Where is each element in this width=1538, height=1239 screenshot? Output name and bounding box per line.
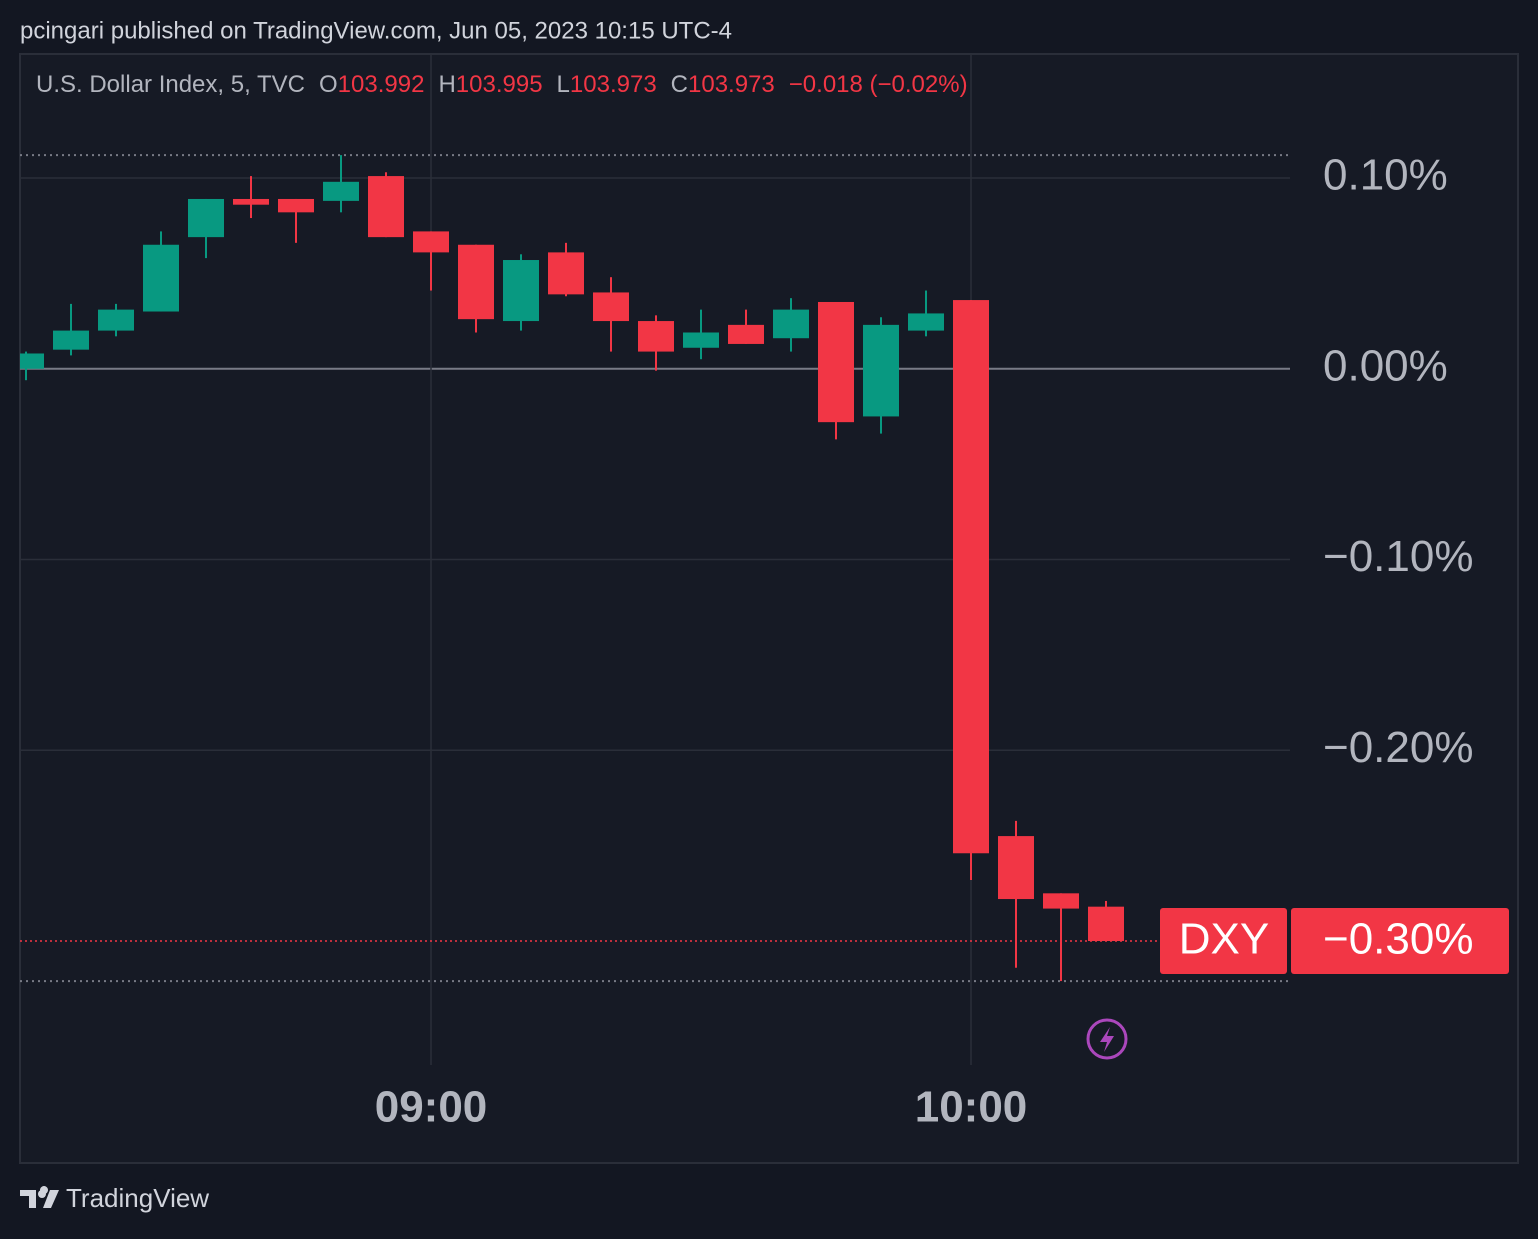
candle-body: [278, 198, 314, 213]
price-box: [1291, 908, 1509, 975]
candle-body: [728, 324, 764, 344]
event-icon: [1086, 1018, 1128, 1060]
legend-key: O: [319, 71, 338, 98]
legend-key: H: [438, 71, 455, 98]
legend-change: −0.018 (−0.02%): [789, 71, 968, 98]
legend-value: 103.995: [456, 71, 543, 98]
y-tick-label: 0.00%: [1323, 341, 1448, 390]
candle-body: [503, 260, 539, 322]
legend-key: L: [557, 71, 570, 98]
candle-body: [458, 244, 494, 320]
candle-body: [368, 176, 404, 238]
candle-body: [20, 353, 44, 369]
brand: TradingView: [20, 1183, 209, 1213]
candle-body: [908, 313, 944, 331]
symbol-box: [1160, 908, 1287, 975]
chart-title: pcingari published on TradingView.com, J…: [20, 17, 732, 44]
candle-body: [1088, 906, 1124, 942]
price-label: −0.30%: [1323, 915, 1473, 964]
candle-body: [863, 324, 899, 417]
candle-body: [323, 181, 359, 201]
candle-body: [593, 292, 629, 322]
candle-body: [233, 198, 269, 205]
candle-body: [188, 198, 224, 238]
candle-body: [53, 330, 89, 350]
candles: [20, 155, 1124, 982]
x-tick-label: 09:00: [375, 1083, 488, 1132]
candle-body: [143, 244, 179, 312]
legend-key: C: [671, 71, 688, 98]
candle-body: [548, 252, 584, 295]
legend-name: U.S. Dollar Index, 5, TVC: [36, 71, 305, 98]
candle-body: [638, 321, 674, 352]
y-tick-label: −0.20%: [1323, 723, 1473, 772]
candle-body: [98, 309, 134, 331]
y-tick-label: −0.10%: [1323, 532, 1473, 581]
x-tick-label: 10:00: [915, 1083, 1028, 1132]
symbol-label: DXY: [1179, 915, 1269, 964]
candle-body: [773, 309, 809, 339]
chart-panel: [19, 53, 1519, 1164]
candle-body: [683, 332, 719, 348]
brand-name: TradingView: [66, 1183, 209, 1213]
legend-value: 103.973: [570, 71, 657, 98]
candle-body: [1043, 893, 1079, 909]
y-tick-label: 0.10%: [1323, 151, 1448, 200]
legend-value: 103.973: [688, 71, 775, 98]
candle-body: [953, 300, 989, 854]
candle-body: [413, 231, 449, 253]
legend-value: 103.992: [338, 71, 425, 98]
candle-body: [998, 836, 1034, 900]
candle-body: [818, 301, 854, 423]
legend: U.S. Dollar Index, 5, TVC O103.992 H103.99…: [36, 71, 968, 98]
